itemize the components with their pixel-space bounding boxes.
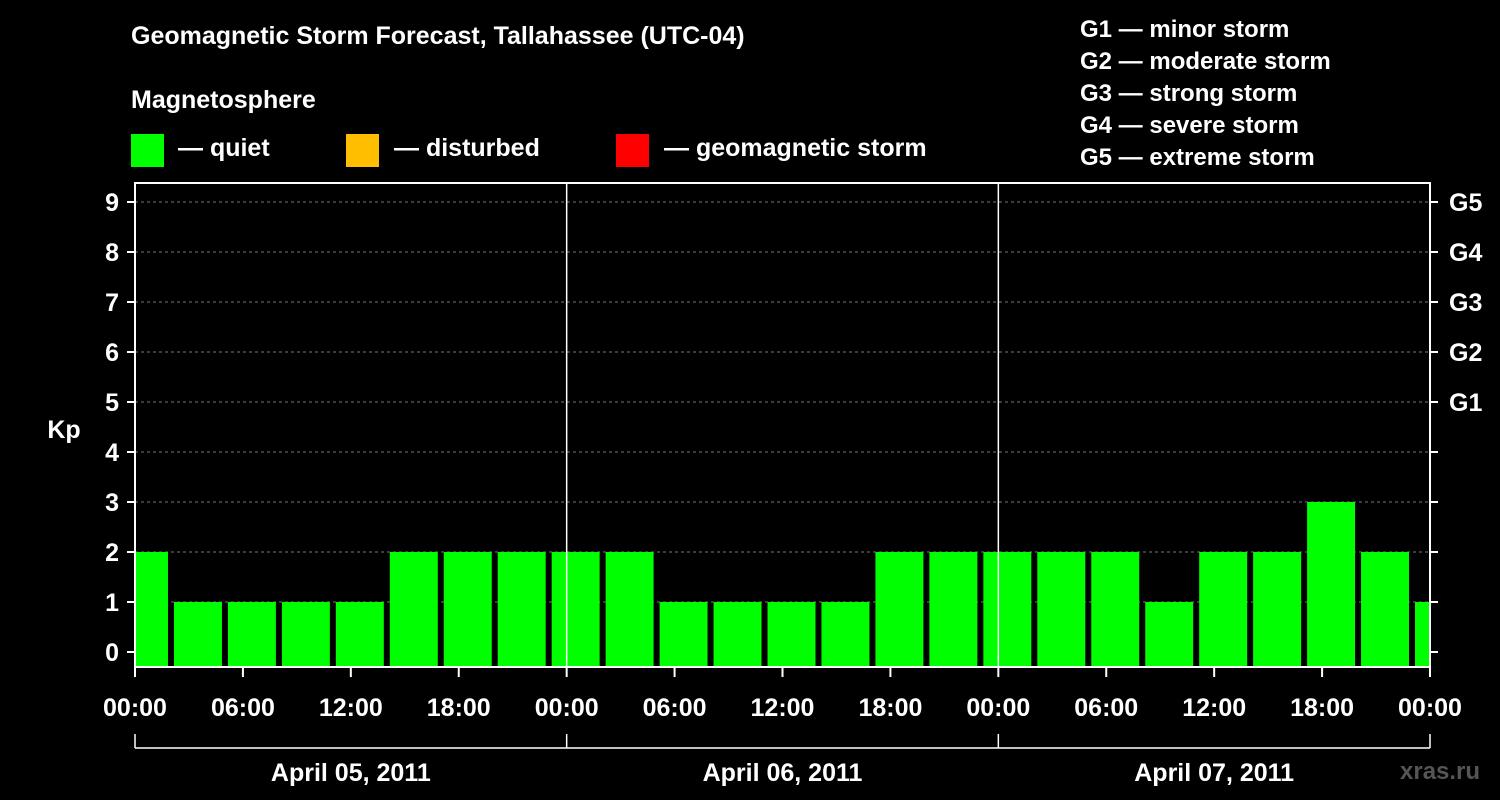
bar-1 [173,602,222,667]
bar-3 [281,602,330,667]
bar-16 [983,552,1032,667]
bar-12 [767,602,816,667]
bar-13 [821,602,870,667]
y-axis-title: Kp [47,416,80,444]
bar-23 [1361,552,1410,667]
y-tick-label-2: 2 [105,539,119,567]
legend-heading: Magnetosphere [131,86,316,114]
x-tick-label-9: 06:00 [1074,694,1138,722]
y-tick-label-1: 1 [105,589,119,617]
x-tick-label-3: 18:00 [427,694,491,722]
g-axis-label-G5: G5 [1449,189,1482,217]
y-tick-label-6: 6 [105,339,119,367]
y-tick-label-5: 5 [105,389,119,417]
bar-5 [389,552,438,667]
bar-17 [1037,552,1086,667]
bar-4 [335,602,384,667]
g-scale-legend-g2: G2 — moderate storm [1080,48,1331,75]
y-tick-label-7: 7 [105,289,119,317]
legend-label-storm: — geomagnetic storm [664,134,927,162]
legend-swatch-quiet [131,134,164,167]
date-label-0: April 05, 2011 [271,759,431,787]
bar-0 [136,552,168,667]
g-scale-legend-g5: G5 — extreme storm [1080,144,1315,171]
bar-8 [551,552,600,667]
x-tick-label-11: 18:00 [1290,694,1354,722]
g-scale-legend-g3: G3 — strong storm [1080,80,1298,107]
y-tick-label-9: 9 [105,189,119,217]
x-tick-label-4: 00:00 [535,694,599,722]
x-tick-label-2: 12:00 [319,694,383,722]
bar-9 [605,552,654,667]
bar-10 [659,602,708,667]
x-tick-label-6: 12:00 [751,694,815,722]
date-label-1: April 06, 2011 [703,759,863,787]
x-tick-label-7: 18:00 [858,694,922,722]
x-tick-label-8: 00:00 [966,694,1030,722]
watermark: xras.ru [1400,758,1481,785]
bar-11 [713,602,762,667]
x-tick-label-10: 12:00 [1182,694,1246,722]
bar-6 [443,552,492,667]
bar-20 [1199,552,1248,667]
bar-22 [1307,502,1356,667]
legend-label-disturbed: — disturbed [394,134,540,162]
legend-swatch-storm [616,134,649,167]
bar-24 [1415,602,1429,667]
y-tick-label-3: 3 [105,489,119,517]
bar-14 [875,552,924,667]
g-scale-legend-g4: G4 — severe storm [1080,112,1299,139]
y-tick-label-8: 8 [105,239,119,267]
x-tick-label-1: 06:00 [211,694,275,722]
g-axis-label-G3: G3 [1449,289,1482,317]
bar-7 [497,552,546,667]
x-tick-label-12: 00:00 [1398,694,1462,722]
legend-label-quiet: — quiet [178,134,270,162]
g-axis-label-G4: G4 [1449,239,1482,267]
g-scale-legend-g1: G1 — minor storm [1080,16,1290,43]
g-axis-label-G1: G1 [1449,389,1482,417]
bar-21 [1253,552,1302,667]
chart-title: Geomagnetic Storm Forecast, Tallahassee … [131,22,745,50]
g-axis-label-G2: G2 [1449,339,1482,367]
bar-15 [929,552,978,667]
x-tick-label-0: 00:00 [103,694,167,722]
date-label-2: April 07, 2011 [1134,759,1294,787]
y-tick-label-0: 0 [105,639,119,667]
bar-19 [1145,602,1194,667]
x-tick-label-5: 06:00 [643,694,707,722]
y-tick-label-4: 4 [105,439,119,467]
legend-swatch-disturbed [346,134,379,167]
bar-2 [227,602,276,667]
bar-18 [1091,552,1140,667]
